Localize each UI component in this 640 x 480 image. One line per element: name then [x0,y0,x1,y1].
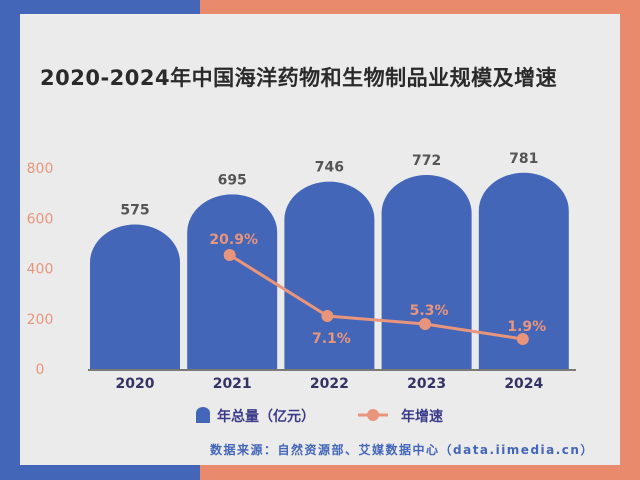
bar [90,224,180,369]
bar [381,175,472,369]
growth-value-label: 5.3% [410,303,449,319]
x-tick-label: 2024 [504,376,543,392]
source-note: 数据来源：自然资源部、艾媒数据中心（data.iimedia.cn） [210,443,594,457]
y-tick-label: 600 [27,211,54,227]
legend-bar-icon [196,407,210,423]
x-tick-label: 2021 [213,376,252,392]
bar-value-label: 575 [120,203,149,219]
growth-line [228,253,524,341]
y-tick-label: 400 [27,262,54,278]
growth-point [223,249,236,262]
growth-value-label: 20.9% [209,232,258,248]
bar-value-label: 781 [509,151,538,167]
growth-point [419,317,432,330]
legend-bar-label: 年总量（亿元） [217,409,315,425]
y-tick-label: 0 [36,362,45,378]
bar-value-label: 746 [315,160,344,176]
x-tick-label: 2020 [116,376,155,392]
bar-value-label: 772 [412,153,441,169]
chart-title: 2020-2024年中国海洋药物和生物制品业规模及增速 [40,66,558,90]
bar [187,194,278,369]
x-tick-label: 2023 [407,376,446,392]
bar [284,181,375,369]
bar-value-label: 695 [218,172,247,188]
y-tick-label: 800 [27,161,54,177]
legend-line-label: 年增速 [401,409,443,425]
growth-point [516,333,529,346]
growth-point [321,310,334,323]
growth-value-label: 7.1% [312,331,351,347]
x-tick-label: 2022 [310,376,349,392]
legend-line-icon [358,409,388,421]
growth-value-label: 1.9% [507,319,546,335]
bar [478,172,569,369]
y-tick-label: 200 [27,312,54,328]
legend: 年总量（亿元） 年增速 [0,404,640,428]
